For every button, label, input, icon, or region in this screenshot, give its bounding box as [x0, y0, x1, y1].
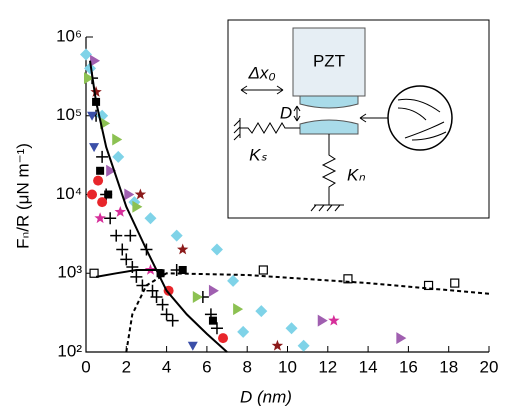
inset-diagram: PZT Δx₀ D Kₛ Kₙ [227, 19, 490, 219]
marker [450, 278, 460, 288]
x-tick-label: 6 [202, 357, 211, 376]
pointer [359, 113, 390, 123]
x-tick-label: 12 [318, 357, 337, 376]
marker [124, 229, 137, 242]
marker [84, 72, 95, 85]
marker [116, 243, 129, 256]
x-tick-label: 16 [399, 357, 418, 376]
marker [90, 54, 101, 67]
lower-cylinder [299, 119, 359, 135]
marker [156, 269, 165, 278]
marker [343, 274, 353, 284]
marker [96, 166, 105, 175]
x-tick-label: 10 [278, 357, 297, 376]
marker [96, 150, 109, 163]
marker [97, 197, 108, 208]
marker [218, 333, 229, 344]
y-tick-label: 10⁴ [56, 184, 82, 203]
marker [297, 339, 310, 352]
marker [210, 322, 223, 335]
marker [100, 117, 111, 130]
marker [90, 86, 102, 97]
marker [112, 150, 125, 163]
x-tick-label: 0 [81, 357, 90, 376]
spring-s [240, 122, 300, 134]
marker [124, 188, 135, 201]
marker [187, 341, 198, 351]
marker [328, 314, 340, 326]
marker [120, 253, 133, 266]
x-tick-label: 8 [242, 357, 251, 376]
zoom-circle [387, 85, 453, 151]
marker [106, 164, 117, 177]
marker [89, 143, 100, 153]
x-tick-label: 4 [162, 357, 171, 376]
kn-label: Kₙ [347, 165, 365, 184]
y-tick-label: 10⁵ [56, 105, 82, 124]
dx-label: Δx₀ [247, 63, 275, 82]
marker [227, 274, 240, 287]
curve [89, 60, 228, 353]
marker [166, 314, 179, 327]
marker [192, 290, 203, 303]
upper-cylinder [299, 95, 359, 109]
marker [87, 189, 98, 200]
x-tick-label: 2 [122, 357, 131, 376]
marker [423, 280, 434, 291]
marker [104, 212, 117, 225]
marker [233, 303, 244, 316]
y-axis-label: Fₙ/R (μN m⁻¹) [13, 143, 32, 249]
marker [258, 265, 268, 275]
marker [317, 314, 328, 327]
marker [255, 305, 268, 318]
x-axis-label: D (nm) [240, 387, 292, 406]
curve [95, 269, 163, 278]
marker [285, 322, 298, 335]
marker [134, 188, 147, 200]
x-tick-label: 20 [480, 357, 499, 376]
marker [130, 270, 143, 283]
spring-n [310, 134, 344, 212]
marker [160, 308, 173, 321]
marker [132, 200, 143, 213]
marker [104, 190, 113, 199]
wall [233, 118, 241, 141]
marker [170, 229, 183, 242]
marker [271, 339, 284, 351]
marker [150, 290, 163, 303]
curve [125, 272, 490, 353]
marker [94, 212, 106, 224]
pzt-label: PZT [313, 51, 345, 70]
y-tick-label: 10³ [57, 263, 82, 282]
marker [210, 243, 223, 256]
marker [208, 316, 217, 325]
marker [89, 268, 99, 278]
marker [80, 48, 92, 61]
y-tick-label: 10² [57, 341, 82, 360]
marker [144, 212, 157, 225]
zoom-detail [397, 98, 447, 141]
marker [110, 229, 123, 242]
x-tick-label: 18 [439, 357, 458, 376]
marker [93, 175, 104, 186]
marker [178, 265, 187, 274]
arrows [240, 85, 301, 122]
marker [237, 325, 250, 338]
marker [177, 243, 189, 255]
marker [396, 332, 407, 345]
ks-label: Kₛ [249, 145, 267, 164]
marker [84, 62, 97, 75]
d-label: D [280, 103, 292, 122]
marker [112, 133, 123, 146]
pzt-block [292, 27, 366, 97]
y-tick-label: 10⁶ [56, 26, 82, 45]
marker [156, 298, 169, 311]
marker [208, 284, 219, 297]
marker [87, 111, 98, 121]
marker [114, 206, 126, 217]
marker [146, 284, 159, 297]
x-tick-label: 14 [359, 357, 378, 376]
